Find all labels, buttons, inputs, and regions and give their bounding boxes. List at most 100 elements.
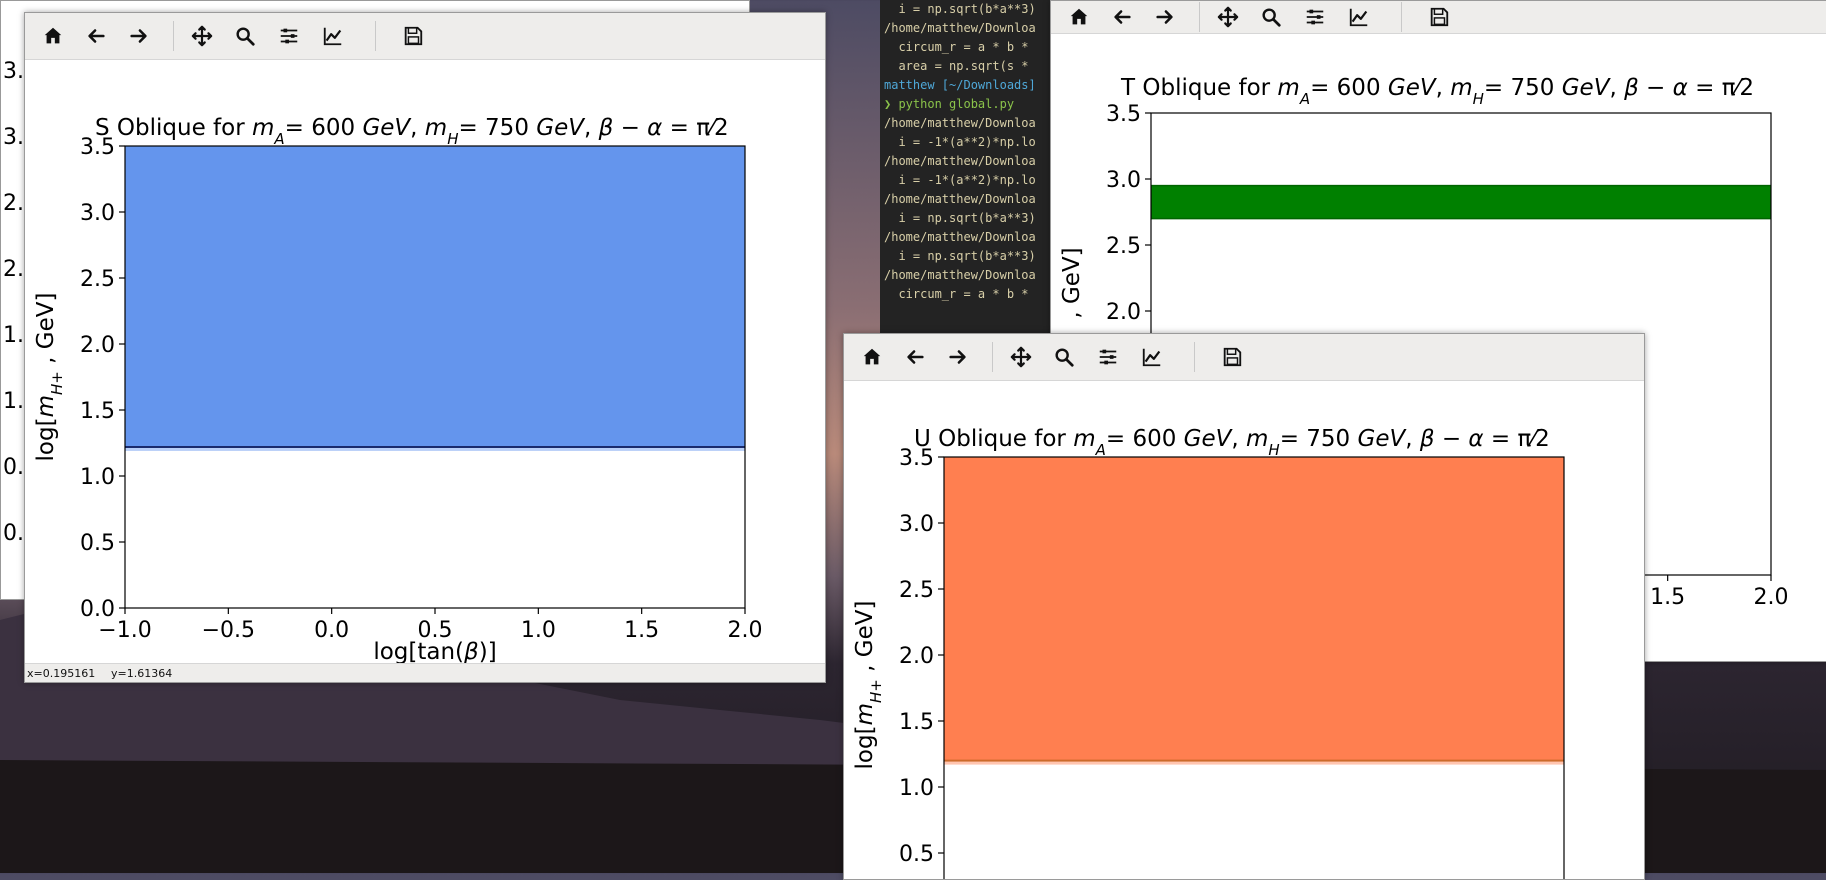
background-tick-label: 1.	[3, 323, 24, 348]
terminal-line: i = -1*(a**2)*np.lo	[884, 173, 1036, 187]
zoom-icon	[236, 27, 255, 46]
terminal-line: /home/matthew/Downloa	[884, 116, 1036, 130]
fill-band	[1151, 185, 1771, 219]
back-arrow-icon	[907, 350, 924, 364]
toolbar-separator	[173, 21, 174, 51]
y-tick-label: 2.0	[80, 333, 115, 358]
x-tick-label: 0.5	[418, 618, 453, 643]
subplots-icon	[1306, 9, 1324, 25]
terminal-window[interactable]: i = np.sqrt(b*a**3) /home/matthew/Downloa…	[880, 0, 1050, 340]
plot-title: T Oblique for mA= 600 GeV, mH= 750 GeV, …	[1120, 75, 1754, 108]
terminal-line: circum_r = a * b *	[884, 40, 1029, 54]
save-button[interactable]	[1218, 343, 1246, 371]
subplots-button[interactable]	[1094, 343, 1122, 371]
zoom-button[interactable]	[231, 22, 259, 50]
toolbar-separator	[1199, 2, 1200, 32]
background-tick-label: 2.	[3, 191, 24, 216]
terminal-line: area = np.sqrt(s *	[884, 59, 1029, 73]
band-outline	[1151, 184, 1771, 220]
y-tick-label: 2.5	[899, 578, 934, 603]
plot-title: U Oblique for mA= 600 GeV, mH= 750 GeV, …	[914, 426, 1550, 459]
y-tick-label: 2.5	[80, 267, 115, 292]
save-button[interactable]	[1425, 3, 1453, 31]
edit-curve-icon	[1349, 8, 1368, 27]
cursor-y-readout: y=1.61364	[111, 667, 173, 680]
edit-curve-button[interactable]	[319, 22, 347, 50]
forward-arrow-icon	[1156, 10, 1173, 24]
zoom-icon	[1055, 348, 1074, 367]
background-tick-label: 3.	[3, 59, 24, 84]
subplots-button[interactable]	[275, 22, 303, 50]
terminal-line: i = -1*(a**2)*np.lo	[884, 135, 1036, 149]
y-tick-label: 0.5	[80, 531, 115, 556]
pan-icon	[1217, 6, 1239, 28]
s-oblique-plot-window[interactable]: S Oblique for mA= 600 GeV, mH= 750 GeV, …	[24, 12, 826, 683]
x-tick-label: 1.5	[1650, 585, 1685, 610]
terminal-line: /home/matthew/Downloa	[884, 21, 1036, 35]
u-oblique-plot[interactable]: U Oblique for mA= 600 GeV, mH= 750 GeV, …	[844, 380, 1644, 880]
save-icon	[404, 26, 423, 46]
y-tick-label: 3.5	[80, 135, 115, 160]
terminal-line: circum_r = a * b *	[884, 287, 1029, 301]
forward-arrow-button[interactable]	[125, 22, 153, 50]
edit-curve-icon	[1142, 348, 1161, 367]
pan-button[interactable]	[1214, 3, 1242, 31]
cursor-x-readout: x=0.195161	[27, 667, 96, 680]
subplots-button[interactable]	[1301, 3, 1329, 31]
terminal-line: matthew [~/Downloads]	[884, 78, 1036, 92]
zoom-icon	[1262, 8, 1281, 27]
x-tick-label: 2.0	[1754, 585, 1789, 610]
y-tick-label: 2.5	[1106, 234, 1141, 259]
edit-curve-button[interactable]	[1138, 343, 1166, 371]
back-arrow-button[interactable]	[901, 343, 929, 371]
terminal-line: /home/matthew/Downloa	[884, 154, 1036, 168]
back-arrow-button[interactable]	[1108, 3, 1136, 31]
band-edge-shade	[944, 761, 1564, 765]
terminal-line: /home/matthew/Downloa	[884, 192, 1036, 206]
x-tick-label: 0.0	[314, 618, 349, 643]
band-edge-shade	[125, 447, 745, 451]
toolbar	[844, 334, 1644, 381]
save-icon	[1430, 7, 1449, 27]
pan-button[interactable]	[188, 22, 216, 50]
edit-curve-icon	[323, 27, 342, 46]
toolbar-separator	[375, 21, 376, 51]
pan-button[interactable]	[1007, 343, 1035, 371]
fill-band	[125, 146, 745, 447]
subplots-icon	[280, 28, 298, 44]
toolbar-separator	[992, 342, 993, 372]
zoom-button[interactable]	[1050, 343, 1078, 371]
axes-frame	[943, 456, 1565, 879]
status-bar: x=0.195161 y=1.61364	[25, 663, 825, 682]
back-arrow-icon	[88, 29, 105, 43]
forward-arrow-button[interactable]	[1151, 3, 1179, 31]
forward-arrow-button[interactable]	[944, 343, 972, 371]
forward-arrow-icon	[130, 29, 147, 43]
back-arrow-icon	[1114, 10, 1131, 24]
save-icon	[1223, 347, 1242, 367]
edit-curve-button[interactable]	[1345, 3, 1373, 31]
x-axis-label: log[tan(β)]	[373, 639, 496, 664]
terminal-line: i = np.sqrt(b*a**3)	[884, 2, 1036, 16]
y-axis-label: log[mH+ , GeV]	[33, 293, 66, 462]
home-button[interactable]	[39, 22, 67, 50]
background-tick-label: 1.	[3, 389, 24, 414]
y-tick-label: 2.0	[1106, 300, 1141, 325]
save-button[interactable]	[399, 22, 427, 50]
pan-icon	[191, 25, 213, 47]
background-tick-label: 3.	[3, 125, 24, 150]
y-tick-label: 0.5	[899, 842, 934, 867]
fill-band	[944, 457, 1564, 761]
home-button[interactable]	[858, 343, 886, 371]
home-icon	[863, 348, 881, 365]
y-axis-label: log[mH+ , GeV]	[852, 601, 885, 770]
zoom-button[interactable]	[1257, 3, 1285, 31]
toolbar	[25, 13, 825, 60]
u-oblique-plot-window[interactable]: U Oblique for mA= 600 GeV, mH= 750 GeV, …	[843, 333, 1645, 880]
toolbar-separator	[1401, 2, 1402, 32]
back-arrow-button[interactable]	[82, 22, 110, 50]
home-button[interactable]	[1065, 3, 1093, 31]
y-tick-label: 1.0	[80, 465, 115, 490]
background-tick-label: 2.	[3, 257, 24, 282]
s-oblique-plot[interactable]: S Oblique for mA= 600 GeV, mH= 750 GeV, …	[25, 59, 825, 664]
